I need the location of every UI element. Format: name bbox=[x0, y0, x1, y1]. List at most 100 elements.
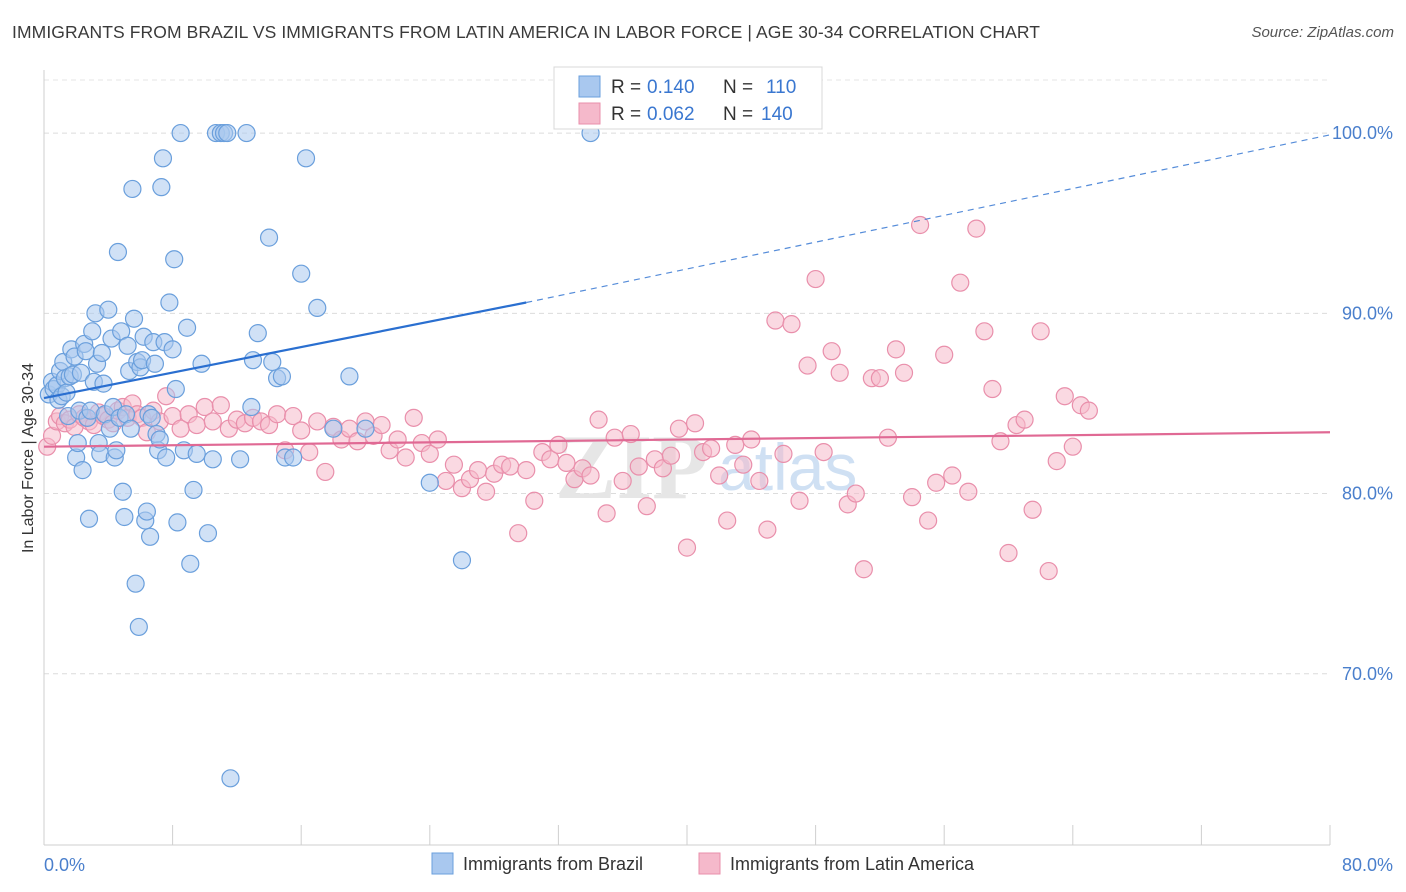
latam-point bbox=[1023, 500, 1042, 519]
brazil-point bbox=[177, 318, 197, 337]
latam-point bbox=[886, 340, 906, 359]
latam-point bbox=[517, 461, 536, 480]
brazil-point bbox=[145, 354, 165, 373]
latam-point bbox=[396, 448, 415, 467]
chart-source: Source: ZipAtlas.com bbox=[1251, 24, 1394, 41]
legend-latam-swatch bbox=[578, 102, 601, 125]
brazil-point bbox=[243, 351, 263, 370]
latam-point bbox=[629, 457, 648, 476]
latam-point bbox=[444, 455, 464, 474]
legend-brazil-n-label: N = bbox=[723, 77, 753, 98]
latam-point bbox=[267, 405, 287, 424]
latam-point bbox=[211, 396, 230, 415]
latam-point bbox=[501, 457, 520, 476]
latam-point bbox=[1063, 437, 1082, 456]
brazil-point bbox=[140, 527, 160, 546]
brazil-point bbox=[123, 179, 142, 199]
latam-series bbox=[38, 215, 1098, 581]
latam-point bbox=[292, 421, 311, 440]
latam-point bbox=[661, 446, 681, 465]
brazil-trend-line bbox=[43, 301, 527, 400]
latam-point bbox=[943, 466, 962, 485]
latam-point bbox=[846, 484, 865, 503]
y-tick-label: 80.0% bbox=[1342, 484, 1393, 504]
brazil-point bbox=[108, 242, 128, 262]
latam-point bbox=[927, 473, 946, 492]
brazil-point bbox=[308, 298, 327, 318]
brazil-point bbox=[248, 324, 267, 343]
brazil-point bbox=[118, 336, 137, 355]
series-legend-latam-swatch bbox=[698, 852, 721, 875]
latam-point bbox=[983, 379, 1002, 399]
latam-point bbox=[557, 453, 576, 473]
brazil-point bbox=[272, 367, 292, 386]
latam-point bbox=[967, 219, 986, 238]
brazil-trend-extension bbox=[526, 134, 1331, 304]
legend-latam-n-value: 140 bbox=[761, 104, 793, 125]
latam-point bbox=[549, 435, 568, 454]
brazil-point bbox=[221, 769, 240, 788]
latam-point bbox=[774, 444, 793, 463]
brazil-point bbox=[187, 444, 206, 463]
latam-point bbox=[790, 491, 809, 510]
brazil-point bbox=[242, 397, 261, 417]
latam-point bbox=[372, 415, 391, 435]
latam-point bbox=[806, 269, 825, 289]
latam-point bbox=[710, 466, 729, 485]
x-tick-label: 0.0% bbox=[44, 855, 85, 875]
legend-latam-r-label: R = bbox=[611, 104, 641, 125]
latam-point bbox=[1055, 387, 1074, 406]
latam-point bbox=[605, 428, 624, 447]
latam-point bbox=[1039, 561, 1058, 581]
brazil-point bbox=[171, 123, 190, 143]
brazil-point bbox=[218, 123, 237, 143]
brazil-point bbox=[168, 513, 187, 532]
latam-point bbox=[758, 520, 777, 539]
brazil-point bbox=[83, 322, 102, 341]
legend-latam-r-value: 0.062 bbox=[647, 104, 695, 125]
x-tick-label: 80.0% bbox=[1342, 855, 1393, 875]
y-tick-label: 70.0% bbox=[1342, 664, 1393, 684]
brazil-point bbox=[263, 352, 282, 372]
brazil-point bbox=[198, 524, 218, 543]
latam-point bbox=[766, 311, 785, 330]
brazil-point bbox=[71, 363, 91, 382]
series-legend-brazil-swatch bbox=[431, 852, 454, 875]
latam-point bbox=[734, 455, 753, 474]
latam-point bbox=[637, 497, 656, 516]
brazil-point bbox=[237, 123, 256, 143]
latam-point bbox=[428, 430, 447, 449]
latam-point bbox=[525, 491, 544, 510]
axis-layer: 70.0% 80.0% 90.0% 100.0% 0.0% 80.0% bbox=[43, 70, 1393, 875]
latam-point bbox=[782, 315, 801, 334]
latam-point bbox=[581, 466, 600, 485]
brazil-point bbox=[184, 480, 203, 500]
brazil-point bbox=[284, 448, 303, 467]
series-legend-latam-label: Immigrants from Latin America bbox=[730, 854, 975, 874]
latam-point bbox=[999, 543, 1018, 563]
latam-point bbox=[476, 482, 496, 501]
brazil-point bbox=[163, 340, 182, 359]
latam-point bbox=[822, 342, 841, 361]
latam-point bbox=[388, 430, 407, 449]
brazil-point bbox=[113, 482, 132, 501]
latam-point bbox=[468, 461, 488, 480]
brazil-point bbox=[160, 293, 179, 312]
latam-point bbox=[902, 488, 922, 507]
latam-point bbox=[718, 511, 737, 530]
latam-point bbox=[316, 462, 335, 482]
brazil-point bbox=[157, 448, 176, 467]
legend-brazil-r-value: 0.140 bbox=[647, 77, 695, 98]
brazil-point bbox=[121, 419, 140, 438]
latam-point bbox=[284, 406, 303, 426]
y-axis-label: In Labor Force | Age 30-34 bbox=[20, 363, 37, 553]
brazil-point bbox=[420, 473, 439, 492]
brazil-point bbox=[452, 551, 472, 570]
brazil-point bbox=[129, 617, 148, 637]
brazil-series bbox=[39, 123, 600, 788]
brazil-point bbox=[126, 574, 145, 593]
brazil-point bbox=[259, 228, 279, 247]
latam-trend-line bbox=[43, 431, 1331, 448]
brazil-point bbox=[142, 408, 161, 427]
